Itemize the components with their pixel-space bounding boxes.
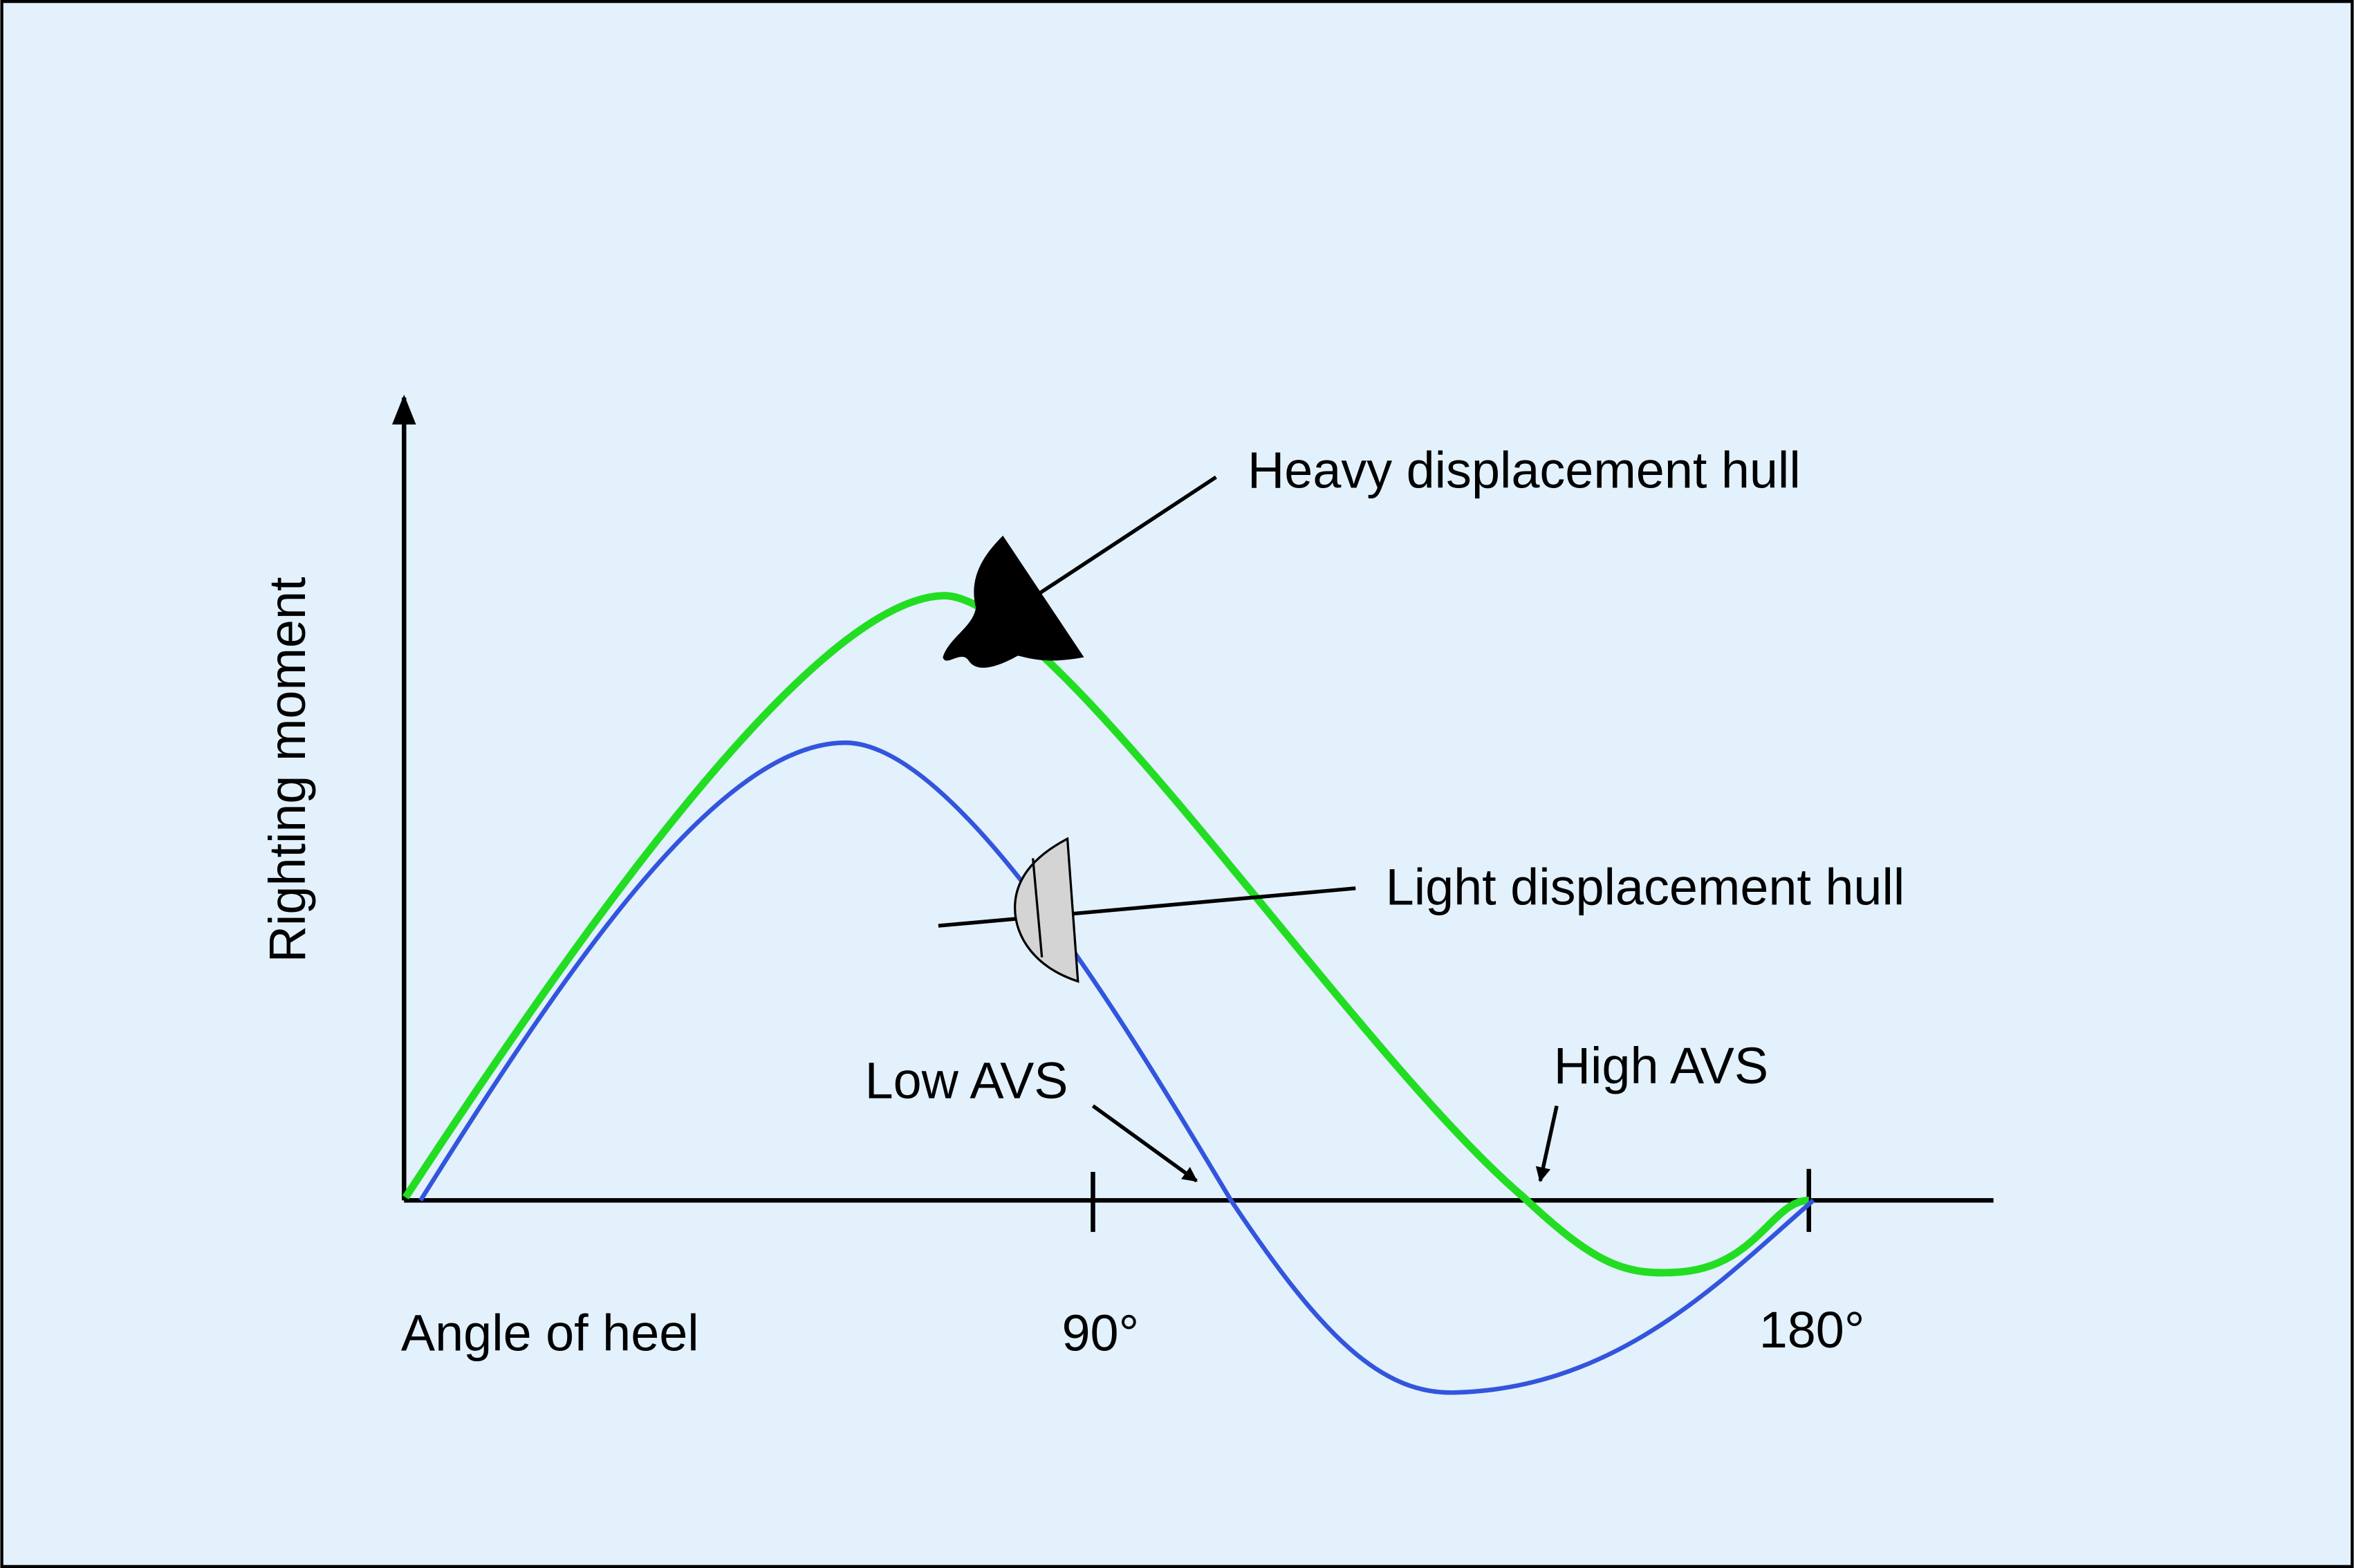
arrow (1091, 1104, 1198, 1183)
annotation: Light displacement hull (1386, 859, 1905, 916)
y-axis-label: Righting moment (259, 577, 316, 963)
heavy-curve (402, 592, 1810, 1277)
light-hull-icon (1013, 837, 1079, 983)
hull-line (1032, 858, 1044, 958)
leader-line (1039, 475, 1217, 595)
light-curve (418, 740, 1815, 1395)
heavy-hull-icon (943, 535, 1084, 668)
annotation: High AVS (1554, 1037, 1768, 1094)
arrow (1535, 1105, 1559, 1183)
annotation: Heavy displacement hull (1248, 441, 1801, 498)
x-axis-label: Angle of heel (401, 1304, 699, 1361)
leader-line (938, 886, 1356, 928)
annotation: Low AVS (865, 1052, 1068, 1110)
tick-label: 90° (1062, 1304, 1140, 1361)
tick-label: 180° (1759, 1301, 1865, 1359)
